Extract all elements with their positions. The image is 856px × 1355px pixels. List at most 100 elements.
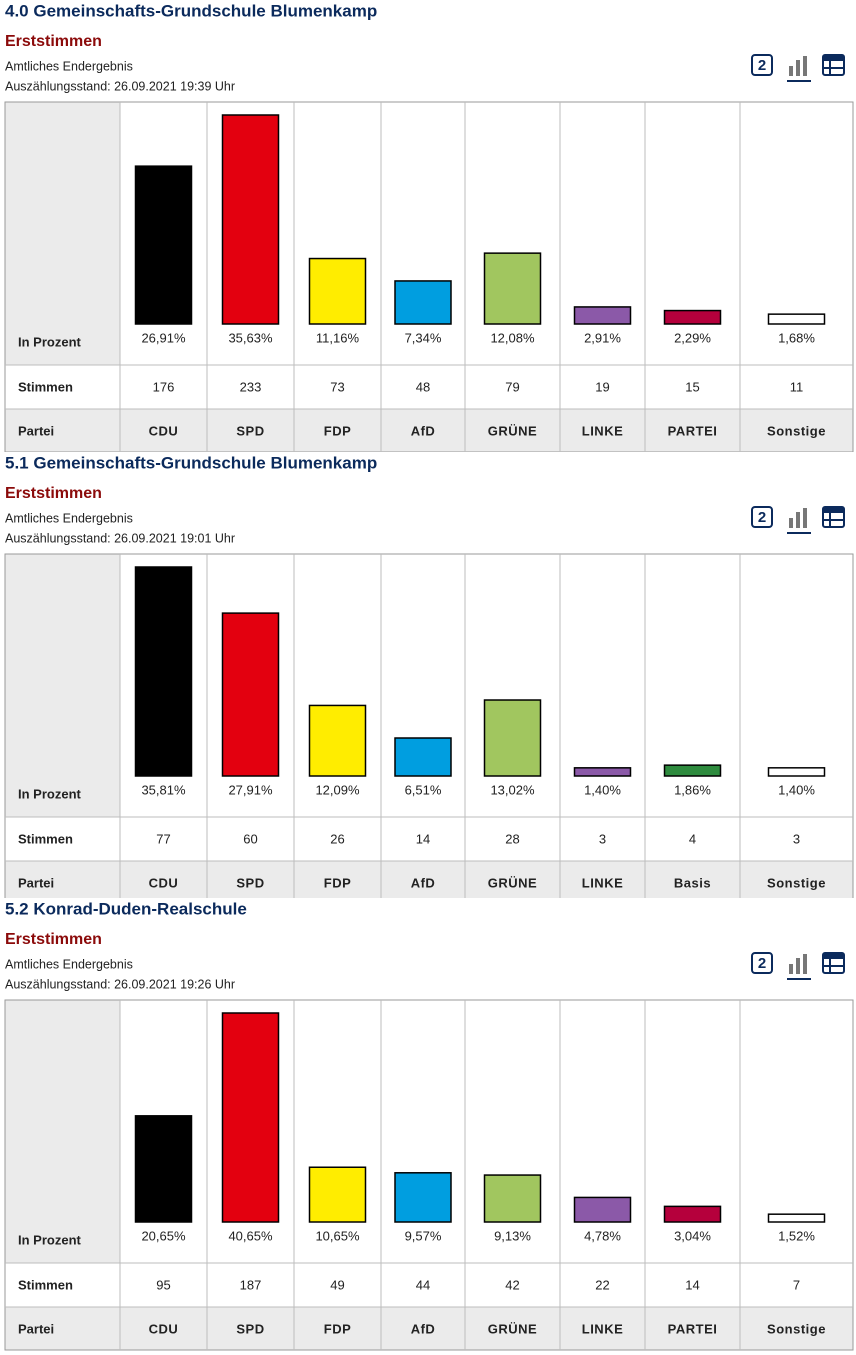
value-label: 1,40% [778,782,815,797]
votes: 11 [790,379,804,394]
votes: 95 [156,1277,170,1292]
chart-icon-bar[interactable] [789,964,793,974]
value-label: 26,91% [141,330,186,345]
chart-icon-bar[interactable] [803,508,807,528]
party-name: LINKE [582,1321,624,1336]
value-label: 9,57% [405,1228,442,1243]
party-name: GRÜNE [488,875,537,890]
table-icon-head[interactable] [823,507,844,513]
bar [394,280,452,325]
party-name: FDP [324,875,352,890]
timestamp: Auszählungsstand: 26.09.2021 19:01 Uhr [5,531,235,545]
table-icon-head[interactable] [823,55,844,61]
number-icon[interactable] [751,54,773,76]
row-label: Partei [18,875,54,890]
bar [308,704,367,777]
party-name: SPD [236,875,264,890]
party-name: CDU [149,1321,179,1336]
party-name: AfD [411,423,436,438]
chart-icon-bar[interactable] [789,66,793,76]
chart-icon-bar[interactable] [796,60,800,76]
timestamp: Auszählungsstand: 26.09.2021 19:26 Uhr [5,977,235,991]
chart-icon-underline[interactable] [787,978,811,980]
votes: 22 [595,1277,609,1292]
votes: 14 [416,831,430,846]
bar [483,1174,542,1223]
value-label: 2,29% [674,330,711,345]
value-label: 7,34% [405,330,442,345]
bar [767,1213,826,1223]
party-name: Basis [674,875,711,890]
bar [483,699,542,777]
votes: 28 [505,831,519,846]
result-panel: 4.0 Gemeinschafts-Grundschule Blumenkamp… [4,1,854,452]
status: Amtliches Endergebnis [5,511,133,525]
party-name: Sonstige [767,423,826,438]
table-border [4,553,854,898]
table-icon-head[interactable] [823,953,844,959]
value-label: 10,65% [315,1228,360,1243]
chart-icon-bar[interactable] [796,958,800,974]
row-label: Stimmen [18,1277,73,1292]
chart-icon-bar[interactable] [803,954,807,974]
status: Amtliches Endergebnis [5,957,133,971]
party-name: Sonstige [767,875,826,890]
row-label: Partei [18,423,54,438]
votes: 26 [330,831,344,846]
value-label: 11,16% [316,330,360,345]
table-border [4,999,854,1351]
votes: 48 [416,379,430,394]
party-name: SPD [236,1321,264,1336]
value-label: 4,78% [584,1228,621,1243]
bar [134,165,193,325]
value-label: 2,91% [584,330,621,345]
votes: 4 [689,831,696,846]
number-icon-label[interactable]: 2 [758,57,766,74]
bar [663,764,722,777]
number-icon-label[interactable]: 2 [758,955,766,972]
party-name: GRÜNE [488,423,537,438]
row-label: In Prozent [18,786,82,801]
party-row [5,1307,853,1350]
votes: 3 [599,831,606,846]
party-name: AfD [411,875,436,890]
value-label: 3,04% [674,1228,711,1243]
value-label: 9,13% [494,1228,531,1243]
value-label: 12,09% [315,782,360,797]
table-border [4,101,854,452]
chart-icon-underline[interactable] [787,532,811,534]
number-icon[interactable] [751,952,773,974]
timestamp: Auszählungsstand: 26.09.2021 19:39 Uhr [5,79,235,93]
label-column [5,554,120,817]
party-name: GRÜNE [488,1321,537,1336]
chart-icon-bar[interactable] [789,518,793,528]
votes: 73 [330,379,344,394]
number-icon-label[interactable]: 2 [758,509,766,526]
chart-icon-bar[interactable] [796,512,800,528]
value-label: 12,08% [490,330,535,345]
section-title: 5.1 Gemeinschafts-Grundschule Blumenkamp [5,453,377,472]
number-icon[interactable] [751,506,773,528]
votes: 42 [505,1277,519,1292]
party-name: LINKE [582,423,624,438]
value-label: 1,40% [584,782,621,797]
party-name: LINKE [582,875,624,890]
votes: 7 [793,1277,800,1292]
votes: 44 [416,1277,430,1292]
chart-icon-underline[interactable] [787,80,811,82]
party-name: FDP [324,423,352,438]
votes: 49 [330,1277,344,1292]
party-name: CDU [149,875,179,890]
row-label: Partei [18,1321,54,1336]
votes: 79 [505,379,519,394]
chart-icon-bar[interactable] [803,56,807,76]
result-panel: 5.1 Gemeinschafts-Grundschule Blumenkamp… [4,453,854,898]
value-label: 1,52% [778,1228,815,1243]
bar [134,566,193,777]
party-name: CDU [149,423,179,438]
bar [221,114,280,325]
value-label: 40,65% [228,1228,273,1243]
votes: 3 [793,831,800,846]
value-label: 27,91% [228,782,273,797]
subtitle: Erststimmen [5,931,102,948]
